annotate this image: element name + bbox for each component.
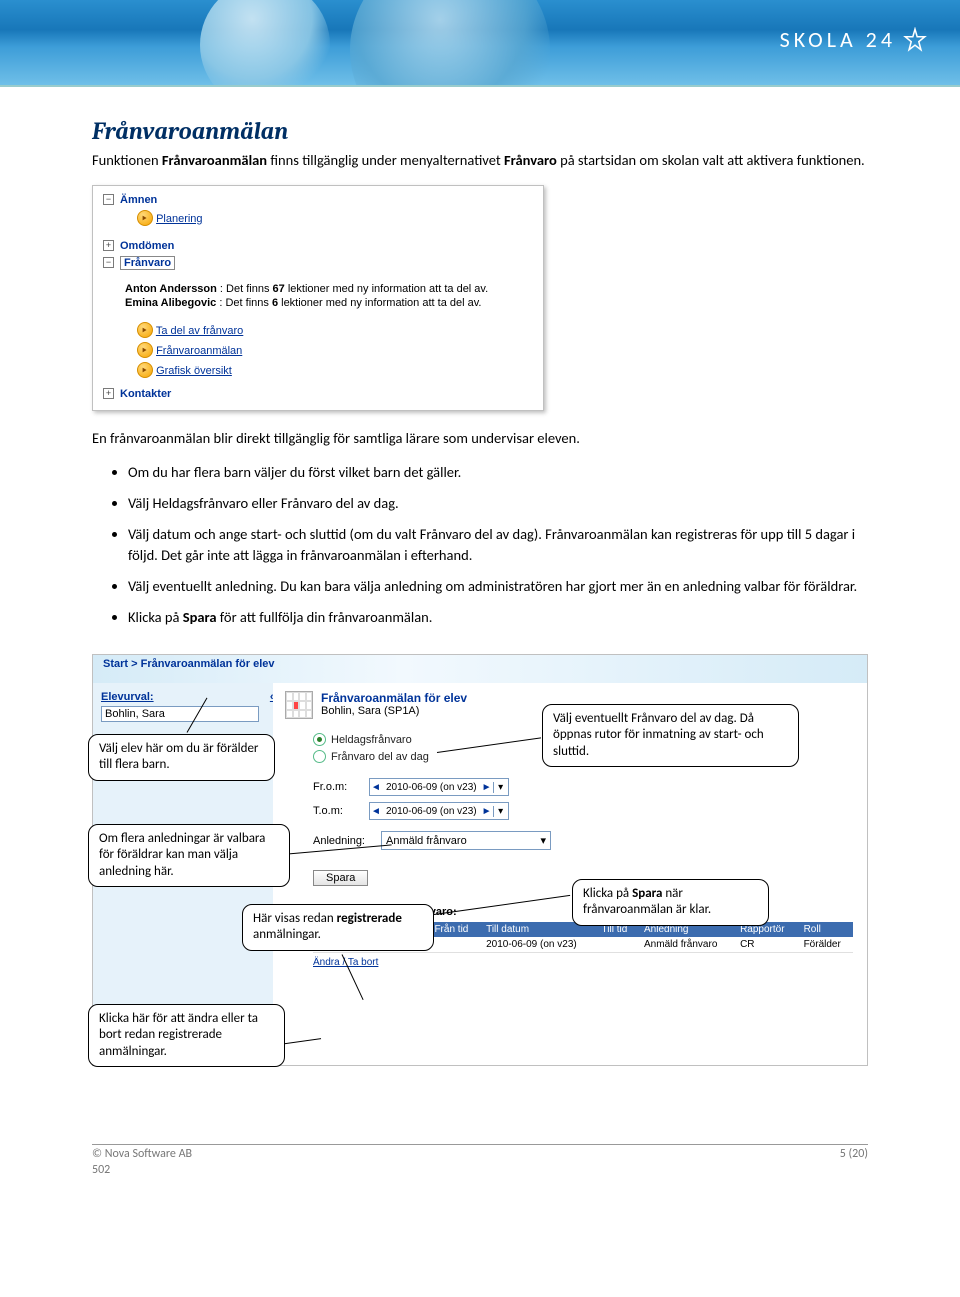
tom-label: T.o.m: <box>313 805 363 817</box>
expand-icon[interactable]: + <box>103 240 114 251</box>
brand-name: SKOLA 24 <box>780 26 896 53</box>
collapse-icon[interactable]: − <box>103 194 114 205</box>
anledning-label: Anledning: <box>313 835 375 847</box>
bullet-item: Välj datum och ange start- och sluttid (… <box>128 524 868 566</box>
next-icon[interactable]: ► <box>481 806 493 817</box>
anledning-select[interactable]: Anmäld frånvaro▾ <box>381 831 551 850</box>
menu-tree-screenshot: − Ämnen Planering + Omdömen − Frånvaro A… <box>92 185 544 411</box>
callout-andra: Klicka här för att ändra eller ta bort r… <box>88 1004 285 1067</box>
form-subtitle: Bohlin, Sara (SP1A) <box>321 705 467 717</box>
collapse-icon[interactable]: − <box>103 257 114 268</box>
callout-anledningar: Om flera anledningar är valbara för förä… <box>88 824 290 887</box>
menu-item-omdomen[interactable]: Omdömen <box>120 240 174 252</box>
bullet-item: Välj eventuellt anledning. Du kan bara v… <box>128 576 868 597</box>
bullet-item: Om du har flera barn väljer du först vil… <box>128 462 868 483</box>
tom-date-picker[interactable]: ◄2010-06-09 (on v23)►▾ <box>369 802 509 820</box>
callout-registrerade: Här visas redan registrerade anmälningar… <box>242 904 434 951</box>
form-title: Frånvaroanmälan för elev <box>321 691 467 705</box>
next-icon[interactable]: ► <box>481 782 493 793</box>
spara-button[interactable]: Spara <box>313 870 368 886</box>
arrow-icon <box>137 362 153 378</box>
footer-stamp: 502 <box>92 1163 868 1177</box>
callout-del-av-dag: Välj eventuellt Frånvaro del av dag. Då … <box>542 704 799 767</box>
menu-item-amnen[interactable]: Ämnen <box>120 194 157 206</box>
breadcrumb: Start > Frånvaroanmälan för elev <box>93 655 867 683</box>
radio-label: Heldagsfrånvaro <box>331 734 412 746</box>
from-date-picker[interactable]: ◄2010-06-09 (on v23)►▾ <box>369 778 509 796</box>
intro-paragraph: Funktionen Frånvaroanmälan finns tillgän… <box>92 151 868 171</box>
menu-link-ta-del[interactable]: Ta del av frånvaro <box>156 325 243 337</box>
menu-link-planering[interactable]: Planering <box>156 213 202 225</box>
menu-item-franvaro[interactable]: Frånvaro <box>120 256 175 270</box>
calendar-icon <box>285 691 313 719</box>
brand-logo: SKOLA 24 <box>780 26 928 53</box>
arrow-icon <box>137 322 153 338</box>
bullet-item: Välj Heldagsfrånvaro eller Frånvaro del … <box>128 493 868 514</box>
col-roll: Roll <box>798 922 853 937</box>
dropdown-icon[interactable]: ▾ <box>493 806 508 817</box>
info-line-2: Emina Alibegovic : Det finns 6 lektioner… <box>125 296 533 310</box>
sidebar-title: Elevurval: <box>101 691 154 703</box>
footer-copyright: © Nova Software AB <box>92 1147 192 1161</box>
menu-link-anmalan[interactable]: Frånvaroanmälan <box>156 345 242 357</box>
prev-icon[interactable]: ◄ <box>370 782 382 793</box>
expand-icon[interactable]: + <box>103 388 114 399</box>
star-icon <box>902 27 928 53</box>
radio-heldag[interactable] <box>313 733 326 746</box>
dropdown-icon[interactable]: ▾ <box>493 782 508 793</box>
arrow-icon <box>137 342 153 358</box>
callout-spara: Klicka på Spara när frånvaroanmälan är k… <box>572 879 769 926</box>
elev-input[interactable] <box>101 706 259 722</box>
footer-page: 5 (20) <box>840 1147 868 1161</box>
menu-link-grafisk[interactable]: Grafisk översikt <box>156 365 232 377</box>
page-header-banner: SKOLA 24 <box>0 0 960 87</box>
page-title: Frånvaroanmälan <box>92 117 868 145</box>
instruction-list: Om du har flera barn väljer du först vil… <box>92 462 868 628</box>
radio-label: Frånvaro del av dag <box>331 751 429 763</box>
prev-icon[interactable]: ◄ <box>370 806 382 817</box>
info-line-1: Anton Andersson : Det finns 67 lektioner… <box>125 282 533 296</box>
col-from-time: Från tid <box>428 922 480 937</box>
callout-valj-elev: Välj elev här om du är förälder till fle… <box>88 734 275 781</box>
radio-del-av-dag[interactable] <box>313 750 326 763</box>
menu-item-kontakter[interactable]: Kontakter <box>120 388 171 400</box>
dropdown-icon[interactable]: ▾ <box>540 834 546 847</box>
bullet-item: Klicka på Spara för att fullfölja din fr… <box>128 607 868 628</box>
paragraph-2: En frånvaroanmälan blir direkt tillgängl… <box>92 429 868 449</box>
arrow-icon <box>137 210 153 226</box>
from-label: Fr.o.m: <box>313 781 363 793</box>
